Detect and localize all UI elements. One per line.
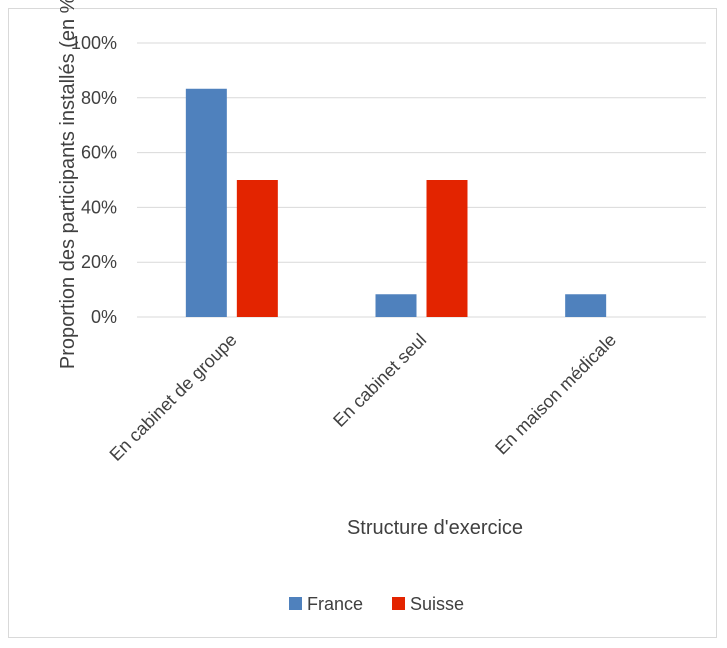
legend-label-suisse: Suisse bbox=[410, 594, 464, 614]
x-axis-title: Structure d'exercice bbox=[347, 517, 523, 539]
bar-suisse-1 bbox=[236, 180, 278, 317]
y-tick-label: 100% bbox=[71, 33, 117, 53]
x-tick-labels: En cabinet de groupe En cabinet seul En ma… bbox=[106, 330, 620, 465]
gridlines bbox=[137, 42, 706, 318]
legend: France Suisse bbox=[289, 594, 464, 614]
bars bbox=[185, 88, 607, 318]
bar-suisse-2 bbox=[426, 180, 468, 317]
y-tick-label: 20% bbox=[81, 252, 117, 272]
y-tick-label: 0% bbox=[91, 307, 117, 327]
y-tick-label: 60% bbox=[81, 143, 117, 163]
y-tick-labels: 0% 20% 40% 60% 80% 100% bbox=[71, 33, 117, 327]
y-tick-label: 80% bbox=[81, 88, 117, 108]
chart-frame bbox=[8, 8, 717, 638]
x-tick-label: En cabinet seul bbox=[329, 330, 430, 431]
legend-swatch-suisse bbox=[392, 597, 405, 610]
y-axis-title: Proportion des participants installés (e… bbox=[57, 0, 79, 369]
legend-label-france: France bbox=[307, 594, 363, 614]
bar-france-3 bbox=[565, 294, 607, 317]
bar-france-2 bbox=[375, 294, 417, 317]
y-tick-label: 40% bbox=[81, 197, 117, 217]
legend-swatch-france bbox=[289, 597, 302, 610]
x-tick-label: En maison médicale bbox=[491, 330, 620, 459]
bar-france-1 bbox=[185, 88, 227, 318]
x-tick-label: En cabinet de groupe bbox=[106, 330, 241, 465]
